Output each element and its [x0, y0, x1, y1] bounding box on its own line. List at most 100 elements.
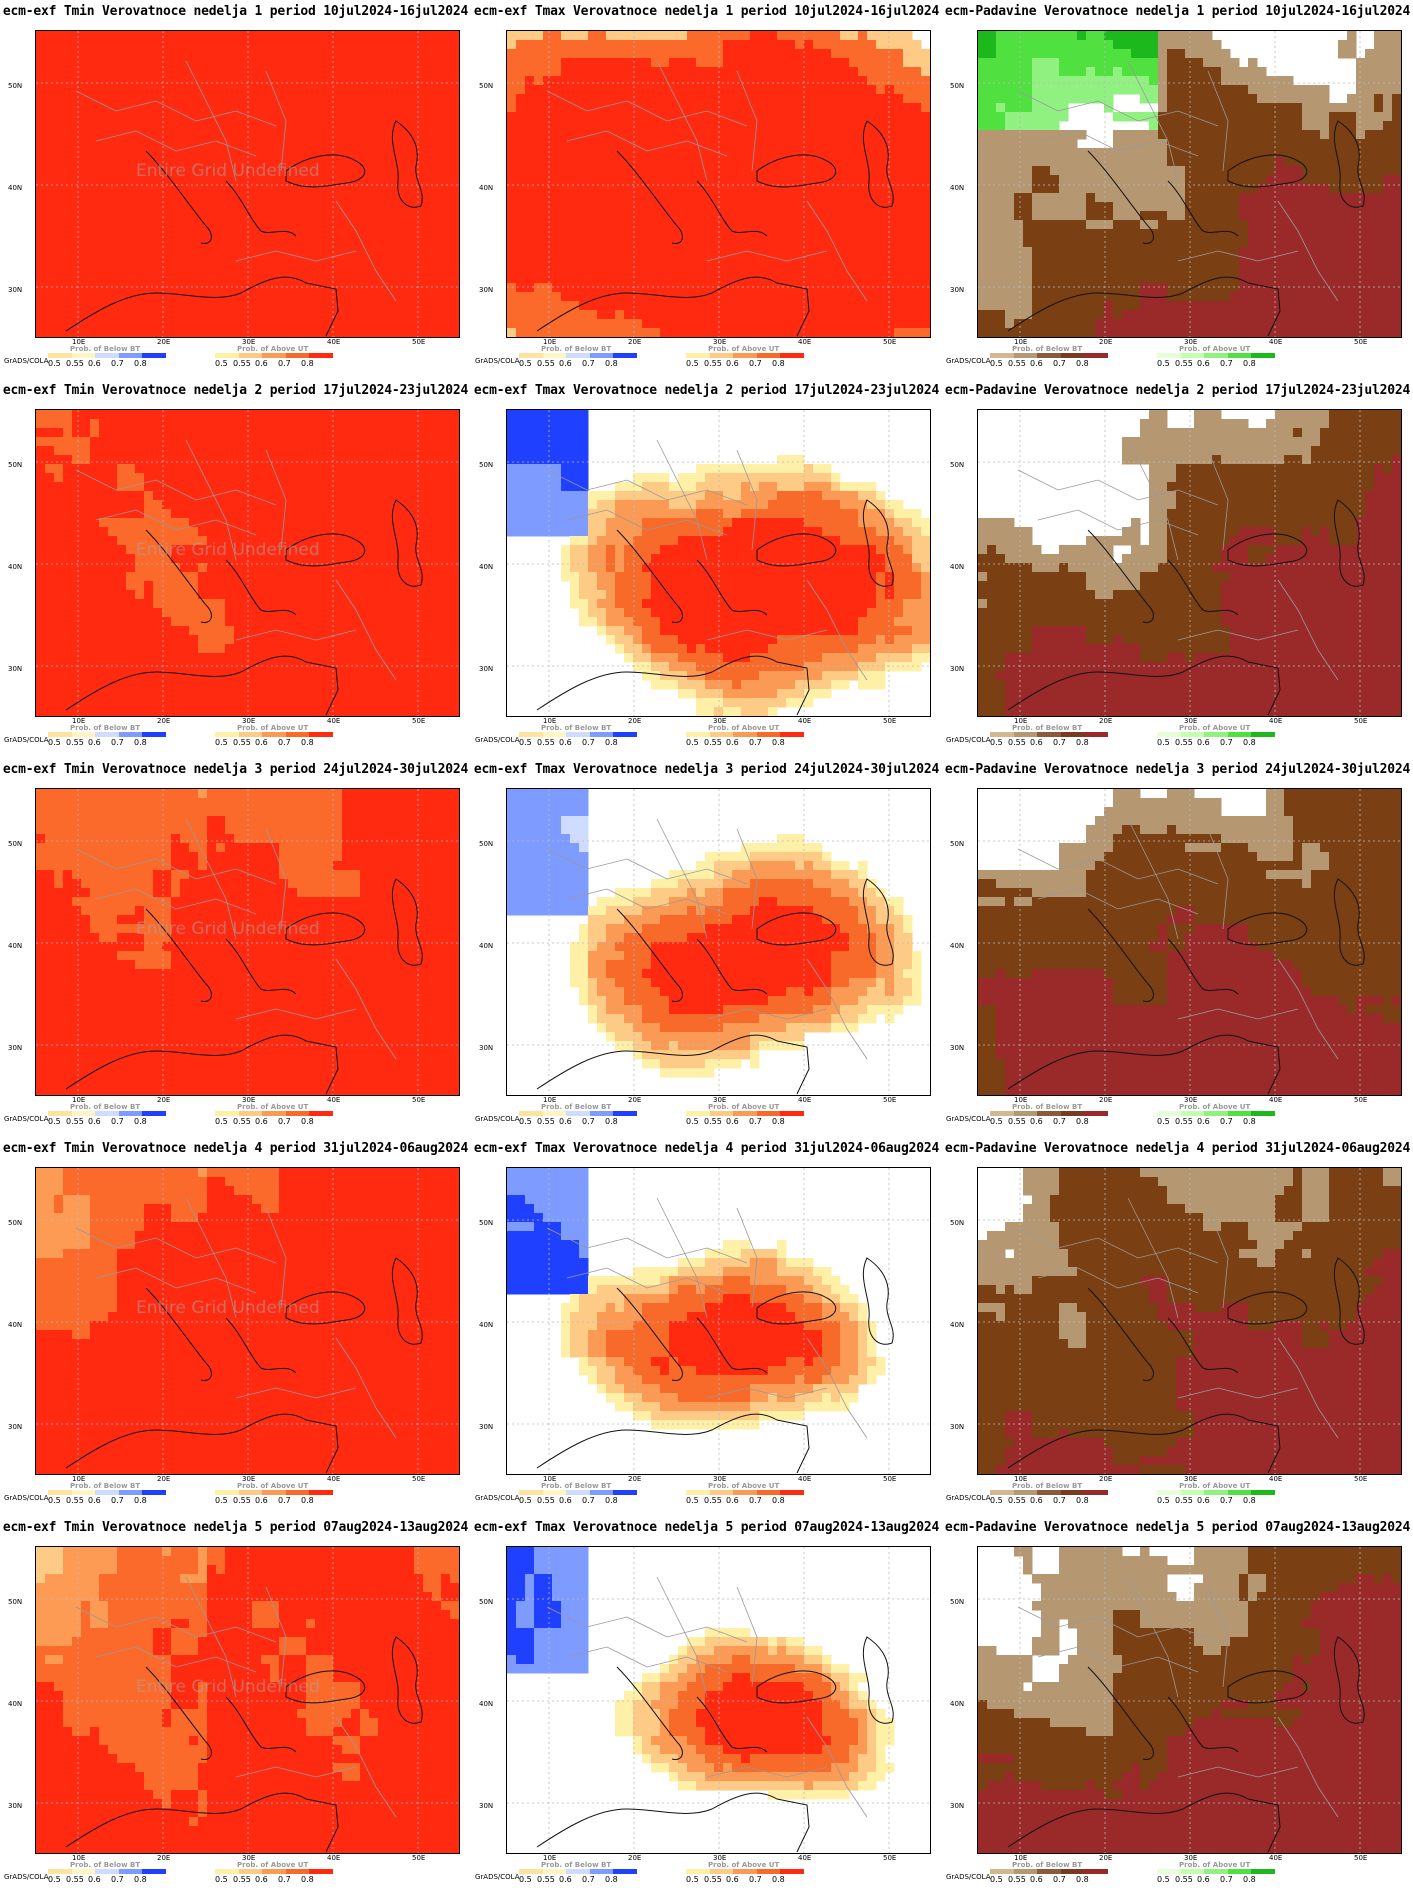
- undefined-watermark: Entire Grid Undefined: [136, 1677, 320, 1697]
- lat-label: 30N: [8, 665, 22, 673]
- colorbar-swatch: [142, 1489, 166, 1495]
- colorbar-tick-label: 0.55: [1175, 1875, 1193, 1884]
- colorbar-tick-label: 0.6: [726, 1875, 739, 1884]
- panel-title: ecm-exf Tmin Verovatnoce nedelja 2 perio…: [0, 383, 471, 398]
- colorbar-tick-label: 0.8: [301, 738, 314, 747]
- lat-label: 40N: [950, 1700, 964, 1708]
- colorbar-title: Prob. of Below BT: [541, 1103, 611, 1111]
- colorbar-swatch: [780, 1110, 804, 1116]
- probability-map: Entire Grid Undefined: [35, 30, 460, 338]
- colorbar-tick-label: 0.6: [726, 1496, 739, 1505]
- colorbar-above: Prob. of Above UT 0.5 0.55 0.6 0.7 0.8: [215, 1861, 333, 1884]
- lon-label: 10E: [72, 1096, 85, 1104]
- probability-map: Entire Grid Undefined: [35, 408, 460, 717]
- lat-label: 50N: [950, 840, 964, 848]
- probability-map: [977, 30, 1402, 338]
- forecast-panel-precip-week-3: ecm-Padavine Verovatnoce nedelja 3 perio…: [942, 758, 1413, 1137]
- lon-label: 40E: [798, 1475, 811, 1483]
- colorbar-tick-label: 0.7: [111, 359, 124, 368]
- colorbar-tick-label: 0.55: [1008, 1875, 1026, 1884]
- colorbar-swatch: [780, 1489, 804, 1495]
- lon-label: 50E: [883, 1096, 896, 1104]
- colorbar-tick-label: 0.55: [233, 359, 251, 368]
- forecast-panel-tmin-week-4: ecm-exf Tmin Verovatnoce nedelja 4 perio…: [0, 1137, 471, 1516]
- probability-map: [506, 30, 931, 338]
- lon-label: 30E: [713, 338, 726, 346]
- lon-label: 30E: [713, 1096, 726, 1104]
- colorbar-tick-label: 0.55: [537, 1496, 555, 1505]
- colorbar-tick-label: 0.5: [48, 1496, 61, 1505]
- probability-map: [506, 787, 931, 1096]
- colorbar-swatches: [1157, 1489, 1275, 1495]
- forecast-panel-precip-week-4: ecm-Padavine Verovatnoce nedelja 4 perio…: [942, 1137, 1413, 1516]
- undefined-watermark: Entire Grid Undefined: [136, 1298, 320, 1318]
- colorbar-swatch: [285, 353, 310, 358]
- lon-label: 40E: [1269, 338, 1282, 346]
- lon-label: 30E: [242, 1096, 255, 1104]
- colorbar-swatch: [1180, 731, 1205, 737]
- probability-field: [36, 1546, 459, 1853]
- colorbar-swatches: [1157, 353, 1275, 358]
- colorbar-tick-label: 0.5: [990, 1117, 1003, 1126]
- colorbar-swatch: [1037, 731, 1061, 737]
- colorbar-swatches: [686, 353, 804, 358]
- colorbar-swatch: [1037, 1110, 1061, 1116]
- lon-label: 40E: [327, 338, 340, 346]
- colorbar-swatch: [990, 1110, 1014, 1116]
- colorbar-swatch: [733, 1868, 757, 1874]
- colorbar-tick-label: 0.55: [704, 1496, 722, 1505]
- colorbar-tick-label: 0.5: [519, 1875, 532, 1884]
- colorbar-swatch: [262, 353, 286, 358]
- colorbar-swatch: [756, 1110, 781, 1116]
- colorbar-swatch: [733, 353, 757, 358]
- colorbar-tick-label: 0.6: [1030, 359, 1043, 368]
- colorbar-tick-label: 0.7: [278, 1875, 291, 1884]
- colorbar-tick-label: 0.5: [519, 1496, 532, 1505]
- colorbar-swatch: [1227, 1489, 1252, 1495]
- colorbar-swatch: [118, 1110, 143, 1116]
- lat-label: 50N: [8, 82, 22, 90]
- colorbar-swatch: [686, 353, 710, 358]
- forecast-panel-tmax-week-2: ecm-exf Tmax Verovatnoce nedelja 2 perio…: [471, 379, 942, 758]
- colorbar-swatch: [215, 1110, 239, 1116]
- colorbar-tick-label: 0.7: [582, 1875, 595, 1884]
- colorbar-below: Prob. of Below BT 0.5 0.55 0.6 0.7 0.8: [48, 724, 166, 747]
- colorbar-swatches: [215, 353, 333, 358]
- probability-map: Entire Grid Undefined: [35, 787, 460, 1096]
- grads-credit: GrADS/COLA: [946, 1873, 991, 1881]
- colorbar-tick-label: 0.8: [301, 1496, 314, 1505]
- colorbar-swatches: [990, 1489, 1108, 1495]
- forecast-panel-tmin-week-3: ecm-exf Tmin Verovatnoce nedelja 3 perio…: [0, 758, 471, 1137]
- colorbar-title: Prob. of Above UT: [1179, 1861, 1250, 1869]
- colorbar-swatches: [215, 1868, 333, 1874]
- probability-map: [506, 408, 931, 717]
- colorbar-below: Prob. of Below BT 0.5 0.55 0.6 0.7 0.8: [48, 1861, 166, 1884]
- colorbar-tick-label: 0.6: [88, 359, 101, 368]
- colorbar-title: Prob. of Above UT: [237, 724, 308, 732]
- lat-label: 40N: [950, 1321, 964, 1329]
- undefined-watermark: Entire Grid Undefined: [136, 161, 320, 181]
- colorbar-title: Prob. of Below BT: [70, 1482, 140, 1490]
- colorbar-swatch: [238, 353, 263, 358]
- grads-credit: GrADS/COLA: [946, 1115, 991, 1123]
- colorbar-above: Prob. of Above UT 0.5 0.55 0.6 0.7 0.8: [1157, 1861, 1275, 1884]
- colorbar-above: Prob. of Above UT 0.5 0.55 0.6 0.7 0.8: [215, 724, 333, 747]
- colorbar-tick-label: 0.6: [1197, 1875, 1210, 1884]
- lon-label: 40E: [327, 1475, 340, 1483]
- colorbar-swatch: [1180, 1868, 1205, 1874]
- colorbar-tick-label: 0.8: [1076, 1875, 1089, 1884]
- colorbar-swatch: [1084, 1868, 1108, 1874]
- lat-label: 40N: [8, 1321, 22, 1329]
- lon-label: 50E: [883, 1854, 896, 1862]
- lon-label: 20E: [1099, 1854, 1112, 1862]
- colorbar-swatches: [990, 353, 1108, 358]
- colorbar-title: Prob. of Below BT: [541, 345, 611, 353]
- colorbar-swatch: [566, 353, 590, 358]
- colorbar-swatch: [709, 1110, 734, 1116]
- colorbar-swatch: [566, 1489, 590, 1495]
- colorbar-swatch: [71, 353, 96, 358]
- colorbar-tick-label: 0.6: [1197, 1117, 1210, 1126]
- colorbar-swatch: [285, 1489, 310, 1495]
- lon-label: 20E: [157, 1475, 170, 1483]
- probability-field: [36, 409, 459, 716]
